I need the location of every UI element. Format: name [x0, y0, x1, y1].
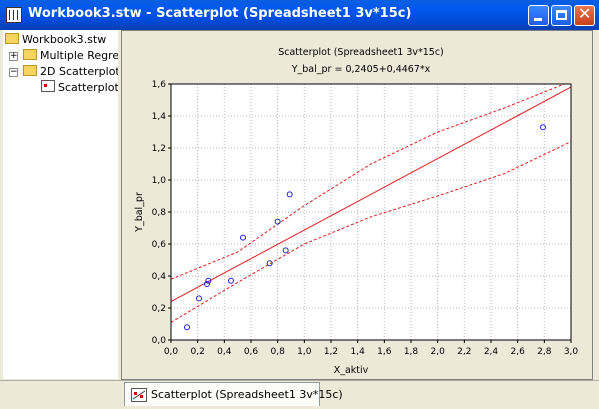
x-tick-label: 2,8 — [537, 347, 552, 357]
data-point — [266, 260, 273, 267]
chart-title: Scatterplot (Spreadsheet1 3v*15c) — [278, 47, 444, 58]
x-tick-label: 0,4 — [217, 347, 232, 357]
x-tick-label: 0,6 — [244, 347, 259, 357]
x-axis-label: X_aktiv — [334, 365, 369, 376]
expand-icon[interactable]: + — [9, 51, 18, 61]
y-tick-label: 1,2 — [152, 144, 166, 154]
tree-item-2d-scatterplots[interactable]: 2D Scatterplots — [23, 64, 125, 80]
data-point — [286, 191, 293, 198]
window-title: Workbook3.stw - Scatterplot (Spreadsheet… — [28, 6, 412, 21]
data-point — [274, 218, 281, 225]
data-point — [205, 277, 212, 284]
x-tick-label: 1,0 — [297, 347, 312, 357]
y-tick-label: 0,4 — [152, 272, 167, 282]
workbook-tree[interactable]: Workbook3.stw + Multiple Regress − 2D Sc… — [3, 30, 131, 379]
x-tick-label: 0,8 — [271, 347, 286, 357]
data-point — [204, 281, 210, 287]
x-tick-label: 0,0 — [164, 347, 179, 357]
x-tick-label: 3,0 — [564, 347, 579, 357]
y-axis-label: Y_bal_pr — [134, 192, 145, 233]
folder-open-icon — [5, 33, 19, 44]
x-tick-label: 2,2 — [457, 347, 471, 357]
regression-line — [171, 86, 571, 302]
chart-subtitle: Y_bal_pr = 0,2405+0,4467*x — [291, 64, 431, 75]
maximize-button[interactable] — [551, 5, 572, 26]
scatterplot-icon — [41, 80, 55, 92]
y-tick-label: 1,0 — [152, 176, 167, 186]
title-bar[interactable]: Workbook3.stw - Scatterplot (Spreadsheet… — [0, 0, 599, 30]
x-tick-label: 2,4 — [484, 347, 499, 357]
pane-splitter[interactable] — [118, 30, 121, 409]
tab-scatterplot[interactable]: Scatterplot (Spreadsheet1 3v*15c) — [124, 382, 343, 406]
x-tick-label: 2,6 — [511, 347, 526, 357]
y-tick-label: 0,8 — [152, 208, 167, 218]
minimize-button[interactable] — [528, 5, 549, 26]
workbook-icon[interactable] — [6, 7, 22, 23]
data-point — [196, 295, 202, 302]
confidence-band-lower — [171, 141, 571, 323]
data-point — [228, 277, 234, 284]
y-tick-label: 0,2 — [152, 304, 166, 314]
tree-item-multiple-regression[interactable]: Multiple Regress — [23, 48, 131, 64]
data-point — [240, 234, 246, 241]
window-edge — [593, 30, 599, 409]
y-tick-label: 1,4 — [152, 112, 167, 122]
y-tick-label: 0,0 — [152, 336, 167, 346]
data-point — [282, 247, 289, 254]
x-tick-label: 0,2 — [191, 347, 205, 357]
close-button[interactable]: ✕ — [574, 4, 595, 26]
x-tick-label: 2,0 — [431, 347, 446, 357]
folder-open-icon — [23, 65, 37, 76]
scatterplot-icon — [131, 388, 147, 402]
x-tick-label: 1,8 — [404, 347, 419, 357]
tree-item-scatterplot[interactable]: Scatterplot — [41, 80, 119, 96]
folder-icon — [23, 49, 37, 60]
tab-label: Scatterplot (Spreadsheet1 3v*15c) — [151, 388, 343, 401]
y-tick-label: 1,6 — [152, 80, 167, 90]
x-tick-label: 1,6 — [377, 347, 392, 357]
y-tick-label: 0,6 — [152, 240, 167, 250]
data-point — [184, 324, 190, 331]
scatterplot-chart[interactable]: 0,0 0,2 0,4 0,6 0,8 1,0 1,2 1,4 1,6 1,8 2,0 2,2 2,4 2… — [122, 31, 592, 379]
tree-root[interactable]: Workbook3.stw — [5, 32, 106, 48]
x-tick-label: 1,4 — [351, 347, 366, 357]
data-point — [540, 124, 546, 131]
x-tick-label: 1,2 — [324, 347, 338, 357]
confidence-band-upper — [171, 84, 565, 280]
collapse-icon[interactable]: − — [9, 67, 18, 77]
